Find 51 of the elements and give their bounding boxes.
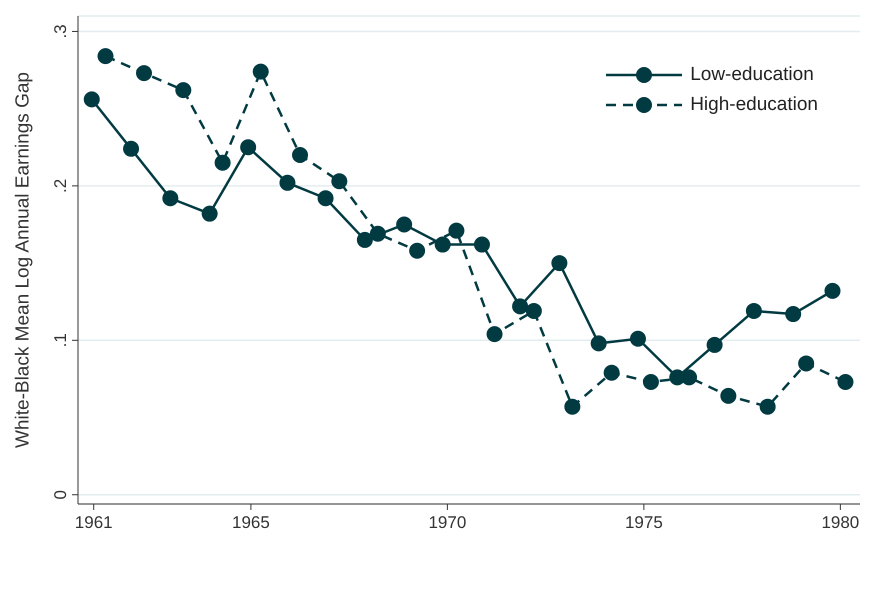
point <box>590 335 607 352</box>
point <box>526 302 542 319</box>
point <box>409 242 426 259</box>
point <box>837 374 854 390</box>
point <box>551 255 568 272</box>
point <box>798 355 814 372</box>
point <box>448 222 464 239</box>
y-tick-label: 0 <box>51 490 70 500</box>
point <box>356 232 373 248</box>
point <box>642 374 659 390</box>
point <box>604 364 620 381</box>
point <box>136 65 152 82</box>
y-tick-label: .3 <box>51 24 70 39</box>
point <box>318 190 334 206</box>
point <box>370 226 386 242</box>
point <box>84 91 100 108</box>
point <box>331 173 348 190</box>
point <box>98 48 114 64</box>
point <box>706 336 723 353</box>
x-tick-label: 1980 <box>821 513 860 532</box>
point <box>474 236 490 253</box>
point <box>681 369 698 386</box>
point <box>396 216 412 232</box>
point <box>760 398 776 415</box>
point <box>512 298 528 314</box>
point <box>202 206 218 222</box>
point <box>564 398 580 415</box>
y-axis-title: White-Black Mean Log Annual Earnings Gap <box>12 72 34 448</box>
point <box>123 140 140 157</box>
x-tick-label: 1965 <box>232 513 270 532</box>
x-tick-label: 1961 <box>74 513 113 532</box>
point <box>434 236 451 253</box>
legend-label: High-education <box>690 94 818 116</box>
y-tick-label: .1 <box>51 333 70 348</box>
point <box>746 302 762 319</box>
legend-label: Low-education <box>690 64 814 86</box>
point <box>175 82 192 98</box>
point <box>824 282 840 299</box>
point <box>630 330 646 347</box>
x-tick-label: 1970 <box>428 513 466 532</box>
point <box>292 146 308 163</box>
point <box>486 326 503 342</box>
point <box>279 174 296 191</box>
point <box>785 306 802 322</box>
point <box>214 154 231 171</box>
y-tick-label: .2 <box>51 178 70 193</box>
point <box>720 388 736 404</box>
point <box>162 190 178 206</box>
point <box>240 139 256 156</box>
x-tick-label: 1975 <box>624 513 663 532</box>
point <box>252 64 269 80</box>
